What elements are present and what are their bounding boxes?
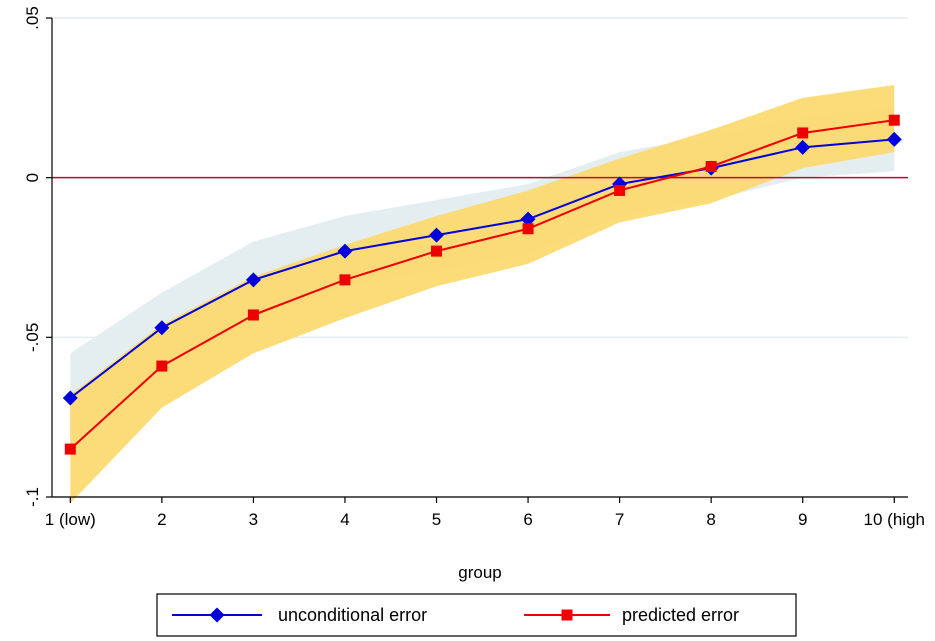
legend-box bbox=[156, 593, 797, 637]
point-unconditional-error bbox=[62, 390, 78, 406]
point-predicted-error bbox=[614, 184, 626, 196]
series-line-unconditional-error bbox=[69, 138, 895, 399]
x-tick-label: 10 (high bbox=[864, 510, 925, 529]
legend-label-unconditional-error: unconditional error bbox=[278, 605, 427, 625]
point-predicted-error bbox=[64, 443, 76, 455]
point-unconditional-error bbox=[337, 243, 353, 259]
point-predicted-error bbox=[888, 114, 900, 126]
x-tick-label: 6 bbox=[523, 510, 532, 529]
point-unconditional-error bbox=[154, 320, 170, 336]
point-predicted-error bbox=[797, 127, 809, 139]
point-predicted-error bbox=[705, 160, 717, 172]
x-tick-label: 2 bbox=[157, 510, 166, 529]
legend-marker-predicted-error bbox=[561, 609, 573, 621]
point-predicted-error bbox=[522, 223, 534, 235]
x-tick-label: 1 (low) bbox=[45, 510, 96, 529]
point-unconditional-error bbox=[795, 139, 811, 155]
point-unconditional-error bbox=[520, 211, 536, 227]
band-predicted-error bbox=[70, 85, 895, 504]
x-tick-label: 3 bbox=[249, 510, 258, 529]
point-predicted-error bbox=[431, 245, 443, 257]
legend: unconditional error predicted error bbox=[156, 593, 797, 637]
y-tick-label: -.05 bbox=[23, 323, 42, 352]
axes: -.1 -.05 0 .05 1 (low) 2 3 4 5 6 7 8 9 10 (high bbox=[23, 6, 925, 529]
point-unconditional-error bbox=[245, 272, 261, 288]
y-tick-label: -.1 bbox=[23, 487, 42, 507]
series-lines bbox=[62, 114, 902, 455]
confidence-bands bbox=[70, 85, 895, 504]
x-tick-label: 8 bbox=[706, 510, 715, 529]
y-tick-label: 0 bbox=[23, 173, 42, 182]
point-predicted-error bbox=[156, 360, 168, 372]
point-unconditional-error bbox=[429, 227, 445, 243]
x-tick-label: 7 bbox=[615, 510, 624, 529]
series-line-predicted-error bbox=[69, 119, 895, 450]
point-predicted-error bbox=[247, 309, 259, 321]
point-unconditional-error bbox=[886, 131, 902, 147]
x-tick-label: 9 bbox=[798, 510, 807, 529]
legend-label-predicted-error: predicted error bbox=[622, 605, 739, 625]
x-tick-label: 5 bbox=[432, 510, 441, 529]
legend-marker-unconditional-error bbox=[209, 607, 225, 623]
point-predicted-error bbox=[339, 274, 351, 286]
y-tick-label: .05 bbox=[23, 6, 42, 30]
x-tick-label: 4 bbox=[340, 510, 349, 529]
x-axis-title: group bbox=[458, 563, 501, 582]
